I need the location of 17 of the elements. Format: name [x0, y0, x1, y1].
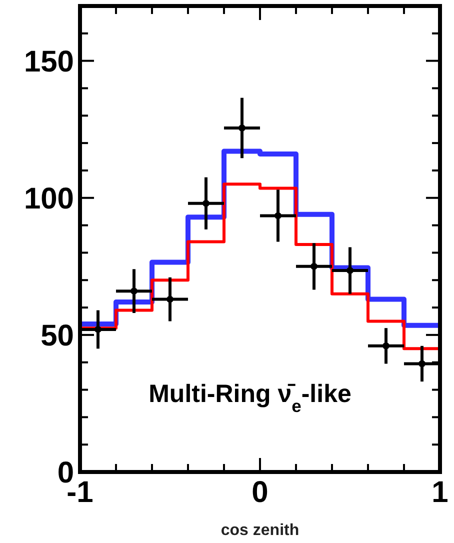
point	[274, 212, 282, 220]
point	[346, 267, 354, 274]
point	[238, 124, 246, 132]
point	[202, 200, 210, 207]
point	[310, 262, 318, 270]
x-tick-label: 0	[252, 476, 268, 509]
y-tick-label: 50	[40, 319, 74, 352]
annotation: Multi-Ring ν̄$_{e}$-like	[148, 380, 352, 416]
y-tick-label: 100	[24, 182, 74, 216]
point	[130, 288, 138, 295]
x-axis-title: cos zenith	[220, 522, 300, 539]
y-tick-label: 150	[24, 45, 74, 78]
point	[94, 326, 102, 333]
x-tick-label: 1	[432, 476, 448, 509]
point	[382, 342, 390, 350]
point	[418, 360, 426, 368]
point	[166, 296, 174, 303]
